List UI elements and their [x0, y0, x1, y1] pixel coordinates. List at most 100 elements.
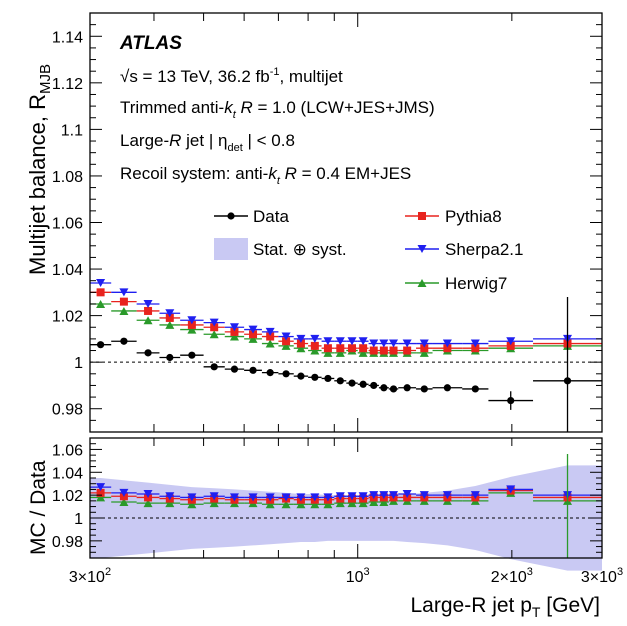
- ratio-herwig-point: [323, 500, 333, 509]
- top-data-point: [120, 337, 128, 345]
- annotations: ATLAS √s = 13 TeV, 36.2 fb-1, multijet T…: [119, 33, 435, 187]
- ratio-sherpa-point: [165, 492, 175, 501]
- top-pythia-point: [266, 332, 275, 341]
- ratio-herwig-point: [281, 500, 291, 509]
- top-herwig-point: [281, 341, 291, 350]
- top-sherpa-point: [248, 325, 258, 334]
- legend-band: Stat. ⊕ syst.: [214, 238, 347, 260]
- top-pythia-point: [323, 344, 332, 353]
- legend-herwig-label: Herwig7: [445, 274, 507, 293]
- top-data-point: [266, 369, 274, 377]
- top-herwig-point: [323, 348, 333, 357]
- top-sherpa-series: [90, 279, 602, 348]
- x-tick-label: 3×103: [581, 566, 623, 586]
- top-sherpa-point: [369, 339, 379, 348]
- ratio-sherpa-point: [358, 492, 368, 501]
- top-herwig-point: [96, 299, 106, 308]
- top-data-point: [471, 385, 479, 393]
- top-herwig-point: [296, 344, 306, 353]
- top-y-tick-label: 1: [74, 355, 83, 372]
- top-sherpa-point: [310, 334, 320, 343]
- top-sherpa-point: [209, 318, 219, 327]
- ratio-sherpa-point: [402, 490, 412, 498]
- top-y-tick-label: 1.14: [52, 29, 83, 46]
- top-sherpa-point: [119, 288, 129, 297]
- top-data-point: [443, 384, 451, 392]
- ratio-herwig-point: [369, 498, 379, 506]
- recoil-system-label: Recoil system: anti-kt R = 0.4 EM+JES: [120, 164, 411, 187]
- top-data-point: [297, 372, 305, 380]
- ratio-sherpa-point: [369, 491, 379, 500]
- ratio-herwig-point: [143, 499, 153, 508]
- legend: Data Stat. ⊕ syst. Pythia8 Sherpa2.1 Her…: [214, 207, 523, 293]
- eta-cut-label: Large-R jet | ηdet | < 0.8: [120, 131, 295, 154]
- ratio-herwig-point: [335, 499, 345, 508]
- top-y-tick-label: 1.08: [52, 169, 83, 186]
- ratio-sherpa-series: [90, 483, 602, 502]
- ratio-sherpa-point: [389, 491, 399, 500]
- top-sherpa-point: [335, 337, 345, 346]
- ratio-sherpa-point: [506, 485, 516, 494]
- top-data-point: [348, 379, 356, 387]
- top-herwig-point: [209, 330, 219, 339]
- top-pythia-series: [90, 288, 602, 355]
- top-sherpa-point: [229, 323, 239, 332]
- ratio-y-tick-label: 1.06: [52, 442, 83, 459]
- ratio-herwig-point: [379, 498, 389, 506]
- top-pythia-point: [443, 344, 452, 353]
- top-sherpa-point: [506, 337, 516, 346]
- ratio-sherpa-point: [442, 491, 452, 500]
- top-pythia-point: [471, 344, 480, 353]
- top-herwig-point: [187, 325, 197, 334]
- top-data-point: [324, 374, 332, 383]
- ratio-sherpa-point: [209, 492, 219, 501]
- top-pythia-point: [389, 346, 398, 355]
- top-data-point: [370, 381, 378, 390]
- legend-data: Data: [214, 207, 289, 226]
- top-herwig-point: [165, 320, 175, 329]
- uncertainty-band-layer: [90, 465, 602, 571]
- ratio-sherpa-point: [335, 492, 345, 501]
- top-pythia-point: [359, 344, 368, 353]
- top-pythia-point: [119, 297, 128, 306]
- ratio-sherpa-point: [347, 492, 357, 501]
- top-sherpa-point: [187, 316, 197, 325]
- top-sherpa-point: [347, 337, 357, 346]
- top-pythia-point: [310, 341, 319, 350]
- ratio-sherpa-point: [187, 493, 197, 502]
- ratio-y-tick-label: 1: [74, 511, 83, 528]
- reference-lines: [90, 361, 602, 519]
- top-data-series: [90, 296, 602, 432]
- top-y-tick-label: 1.06: [52, 216, 83, 233]
- top-sherpa-point: [379, 339, 389, 348]
- top-sherpa-point: [419, 339, 429, 348]
- series-layer: [90, 279, 602, 558]
- x-tick-label: 103: [346, 566, 370, 586]
- top-sherpa-point: [470, 339, 480, 348]
- legend-band-label: Stat. ⊕ syst.: [253, 240, 347, 259]
- top-y-axis-label: Multijet balance, RMJB: [25, 64, 54, 275]
- top-pythia-point: [144, 306, 153, 315]
- ratio-sherpa-point: [143, 490, 153, 498]
- top-data-point: [166, 353, 174, 362]
- top-herwig-point: [358, 348, 368, 357]
- top-data-point: [96, 341, 105, 349]
- legend-pythia: Pythia8: [405, 207, 502, 226]
- ratio-pythia-point: [96, 488, 105, 497]
- axes-layer: 0.98 1 1.02 1.04 1.06 1.08 1.1 1.12 1.14 0.98 1 1.0…: [52, 12, 623, 586]
- top-herwig-point: [143, 316, 153, 325]
- ratio-herwig-point: [96, 493, 106, 502]
- legend-pythia-label: Pythia8: [445, 207, 502, 226]
- ratio-sherpa-point: [379, 491, 389, 500]
- jet-definition-label: Trimmed anti-kt R = 1.0 (LCW+JES+JMS): [120, 98, 435, 121]
- top-sherpa-point: [323, 337, 333, 346]
- ratio-panel-frame: [89, 437, 603, 559]
- ratio-sherpa-point: [296, 493, 306, 502]
- top-sherpa-point: [402, 339, 412, 348]
- top-pythia-point: [230, 327, 239, 336]
- ratio-herwig-point: [265, 500, 275, 509]
- top-y-tick-label: 1.04: [52, 262, 83, 279]
- ratio-herwig-point: [187, 500, 197, 509]
- top-data-point: [188, 351, 196, 359]
